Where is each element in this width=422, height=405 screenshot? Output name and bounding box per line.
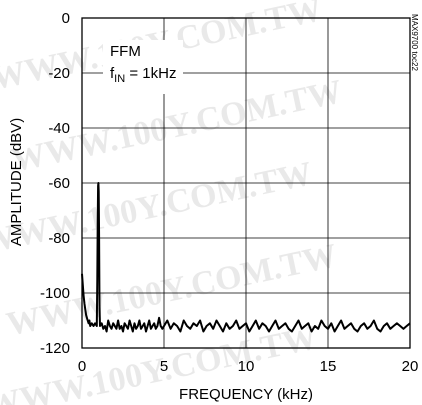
y-axis-ticks: 0 -20 -40 -60 -80 -100 -120 <box>40 10 70 357</box>
y-tick-label: -40 <box>48 120 70 137</box>
annotation-fin: fIN = 1kHz <box>110 65 176 85</box>
x-tick-label: 20 <box>402 358 419 375</box>
figure-code: MAX9700 toc22 <box>410 14 419 71</box>
y-axis-title: AMPLITUDE (dBV) <box>8 118 25 246</box>
x-axis-title: FREQUENCY (kHz) <box>179 386 313 403</box>
annotation-mode: FFM <box>110 43 141 60</box>
y-tick-label: -20 <box>48 65 70 82</box>
annotation-fin-prefix: f <box>110 65 115 82</box>
x-tick-label: 15 <box>320 358 337 375</box>
x-axis-ticks: 0 5 10 15 20 <box>78 358 419 375</box>
y-tick-label: -120 <box>40 340 70 357</box>
y-tick-label: -100 <box>40 285 70 302</box>
y-tick-label: -60 <box>48 175 70 192</box>
x-tick-label: 5 <box>160 358 168 375</box>
x-tick-label: 10 <box>238 358 255 375</box>
y-tick-label: 0 <box>62 10 70 27</box>
annotation-background <box>103 40 183 94</box>
annotation-fin-sub: IN <box>114 73 125 85</box>
plot-frame <box>81 17 411 349</box>
annotation-fin-suffix: = 1kHz <box>125 65 176 82</box>
y-tick-label: -80 <box>48 230 70 247</box>
x-tick-label: 0 <box>78 358 86 375</box>
series-line <box>81 182 411 333</box>
